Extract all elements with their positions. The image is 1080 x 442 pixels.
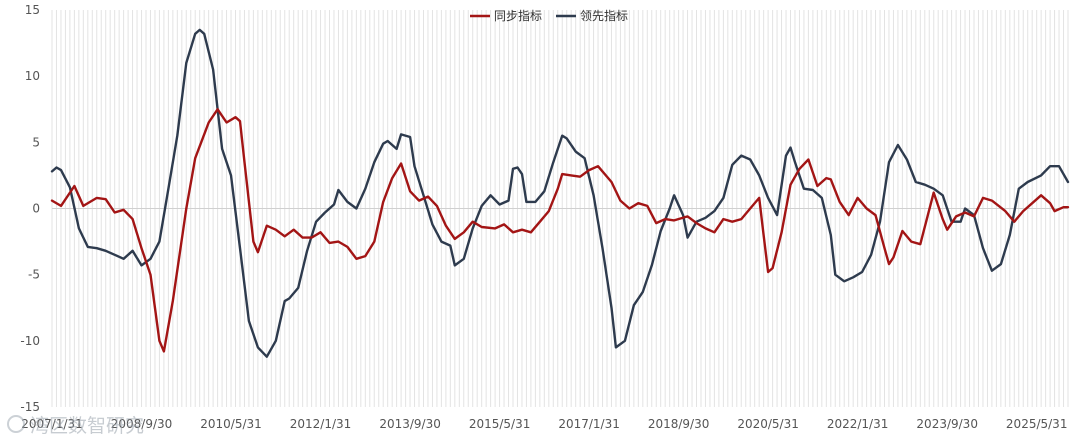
watermark: 湾区数智研究 bbox=[7, 415, 144, 437]
watermark-text: 湾区数智研究 bbox=[30, 415, 144, 437]
x-tick-label: 2012/1/31 bbox=[290, 417, 352, 431]
x-tick-label: 2017/1/31 bbox=[558, 417, 620, 431]
series-line bbox=[50, 108, 1070, 353]
x-tick-label: 2008/9/30 bbox=[111, 417, 173, 431]
x-tick-label: 2007/1/31 bbox=[21, 417, 83, 431]
legend: 同步指标 领先指标 bbox=[470, 8, 628, 23]
y-tick-label: 5 bbox=[32, 135, 40, 149]
y-axis: 15 10 5 0 -5 -10 -15 bbox=[20, 3, 40, 414]
x-tick-label: 2015/5/31 bbox=[469, 417, 531, 431]
x-tick-label: 2013/9/30 bbox=[379, 417, 441, 431]
x-tick-label: 2010/5/31 bbox=[200, 417, 262, 431]
watermark-logo-icon bbox=[7, 415, 25, 433]
y-tick-label: -10 bbox=[20, 334, 40, 348]
y-tick-label: 0 bbox=[32, 202, 40, 216]
y-tick-label: -5 bbox=[28, 268, 40, 282]
series-line bbox=[50, 28, 1070, 358]
x-axis: 2007/1/31 2008/9/30 2010/5/31 2012/1/31 2013… bbox=[21, 417, 1067, 431]
y-tick-label: -15 bbox=[20, 400, 40, 414]
legend-label: 同步指标 bbox=[494, 8, 542, 23]
x-tick-label: 2020/5/31 bbox=[737, 417, 799, 431]
x-tick-label: 2022/1/31 bbox=[827, 417, 889, 431]
legend-label: 领先指标 bbox=[580, 8, 628, 23]
y-tick-label: 10 bbox=[25, 69, 40, 83]
series-lines bbox=[50, 28, 1070, 358]
y-tick-label: 15 bbox=[25, 3, 40, 17]
x-tick-label: 2018/9/30 bbox=[648, 417, 710, 431]
x-tick-label: 2025/5/31 bbox=[1006, 417, 1068, 431]
x-tick-label: 2023/9/30 bbox=[916, 417, 978, 431]
